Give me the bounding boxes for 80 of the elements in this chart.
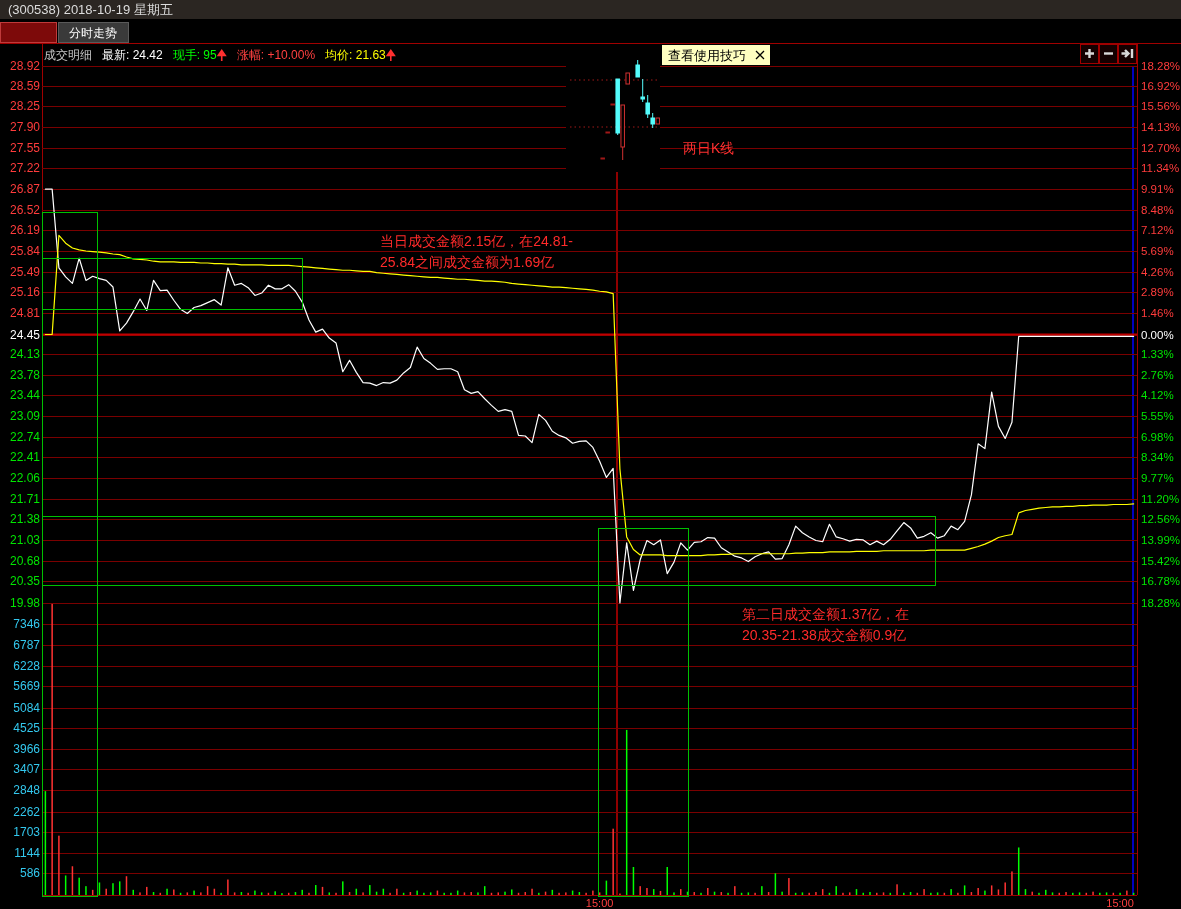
y-tick-label: 24.81: [9, 305, 41, 320]
y2-tick-label: 8.34%: [1141, 451, 1174, 463]
y-tick-label: 4525: [13, 721, 41, 736]
y-tick-label: 19.98: [9, 596, 41, 610]
text: 最新: 24.42: [102, 48, 164, 62]
y2-tick-label: 12.70%: [1141, 141, 1181, 154]
y2-tick-label: 4.12%: [1141, 389, 1174, 402]
annotation: 当日成交金额2.15亿，在24.81-25.84之间成交金额为1.69亿: [380, 233, 574, 270]
y-tick-label: 7346: [13, 617, 41, 632]
y-tick-label: 26.52: [9, 203, 41, 218]
y-tick-label: 22.41: [9, 450, 41, 465]
y-tick-label: 28.59: [9, 78, 41, 93]
y-tick-label: 28.92: [9, 59, 41, 73]
y2-tick-label: 1.46%: [1141, 307, 1174, 320]
y2-tick-label: 11.20%: [1141, 493, 1180, 506]
y-tick-label: 2848: [13, 783, 41, 798]
x-tick-label: 15:00: [1106, 897, 1134, 909]
y-tick-label: 1144: [14, 845, 41, 860]
y-tick-label: 5084: [13, 700, 41, 715]
y-tick-label: 22.06: [9, 471, 41, 486]
y2-tick-label: 16.92%: [1141, 79, 1181, 92]
y-tick-label: 3407: [13, 762, 41, 777]
y-tick-label: 21.03: [9, 532, 41, 547]
y-tick-label: 23.78: [9, 367, 41, 382]
y2-tick-label: 13.99%: [1141, 533, 1181, 546]
y-tick-label: 27.55: [9, 141, 41, 156]
annotation: 第二日成交金额1.37亿，在20.35-21.38成交金额0.9亿: [742, 606, 910, 643]
y2-tick-label: 9.77%: [1141, 472, 1174, 484]
y-tick-label: 1703: [13, 825, 41, 840]
y2-tick-label: 6.98%: [1141, 431, 1174, 444]
y-tick-label: 23.09: [9, 409, 41, 424]
y-tick-label: 21.71: [9, 492, 41, 507]
annotation: 两日K线: [683, 140, 735, 156]
y-tick-label: 586: [19, 866, 41, 881]
text: 现手: 95: [172, 48, 218, 62]
text: 涨幅: +10.00%: [236, 48, 316, 62]
y-tick-label: 5669: [13, 679, 41, 694]
y-tick-label: 6787: [13, 637, 41, 652]
y-tick-label: 6228: [13, 658, 41, 673]
y2-tick-label: 14.13%: [1141, 120, 1181, 133]
x-tick-label: 15:00: [585, 897, 614, 909]
y-tick-label: 28.25: [9, 99, 41, 114]
y-tick-label: 26.87: [9, 182, 41, 197]
y2-tick-label: 12.56%: [1141, 512, 1181, 525]
y2-tick-label: 11.34%: [1141, 161, 1180, 174]
text: 查看使用技巧: [668, 48, 746, 63]
y2-tick-label: 18.28%: [1141, 597, 1181, 609]
y2-tick-label: 8.48%: [1141, 203, 1174, 216]
y2-tick-label: 2.76%: [1141, 369, 1174, 382]
y2-tick-label: 15.42%: [1141, 554, 1181, 567]
y-tick-label: 20.68: [9, 553, 41, 568]
y2-tick-label: 9.91%: [1141, 182, 1174, 195]
y-tick-label: 2262: [13, 804, 41, 819]
y-tick-label: 24.13: [9, 346, 41, 361]
y2-tick-label: 18.28%: [1141, 60, 1181, 72]
y2-tick-label: 15.56%: [1141, 99, 1181, 112]
text: 分时走势: [69, 26, 117, 40]
y2-tick-label: 16.78%: [1141, 574, 1181, 587]
y-tick-label: 21.38: [9, 511, 41, 526]
y-tick-label: 20.35: [9, 573, 41, 588]
y-tick-label: 25.84: [9, 244, 41, 259]
text: 成交明细: [44, 48, 92, 62]
y2-tick-label: 1.33%: [1141, 348, 1174, 361]
y2-tick-label: 4.26%: [1141, 265, 1174, 278]
text: 均价: 21.63: [324, 48, 387, 62]
y-tick-label: 25.49: [9, 265, 41, 280]
y-tick-label: 27.90: [9, 120, 41, 135]
y2-tick-label: 5.55%: [1141, 410, 1174, 423]
y2-tick-label: 2.89%: [1141, 286, 1174, 299]
y2-tick-label: 7.12%: [1141, 223, 1174, 236]
y-tick-label: 3966: [13, 741, 41, 756]
y-tick-label: 27.22: [9, 161, 41, 176]
y-tick-label: 23.44: [9, 388, 41, 403]
y-tick-label: 24.45: [9, 327, 41, 342]
y-tick-label: 26.19: [9, 222, 41, 237]
y-tick-label: 22.74: [9, 430, 41, 445]
chart-title: (300538) 2018-10-19 星期五: [8, 2, 173, 17]
y-tick-label: 25.16: [9, 284, 41, 299]
y2-tick-label: 5.69%: [1141, 244, 1174, 257]
y2-tick-label: 0.00%: [1141, 328, 1174, 341]
